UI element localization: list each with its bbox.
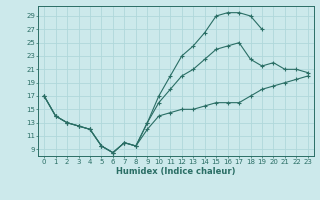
- X-axis label: Humidex (Indice chaleur): Humidex (Indice chaleur): [116, 167, 236, 176]
